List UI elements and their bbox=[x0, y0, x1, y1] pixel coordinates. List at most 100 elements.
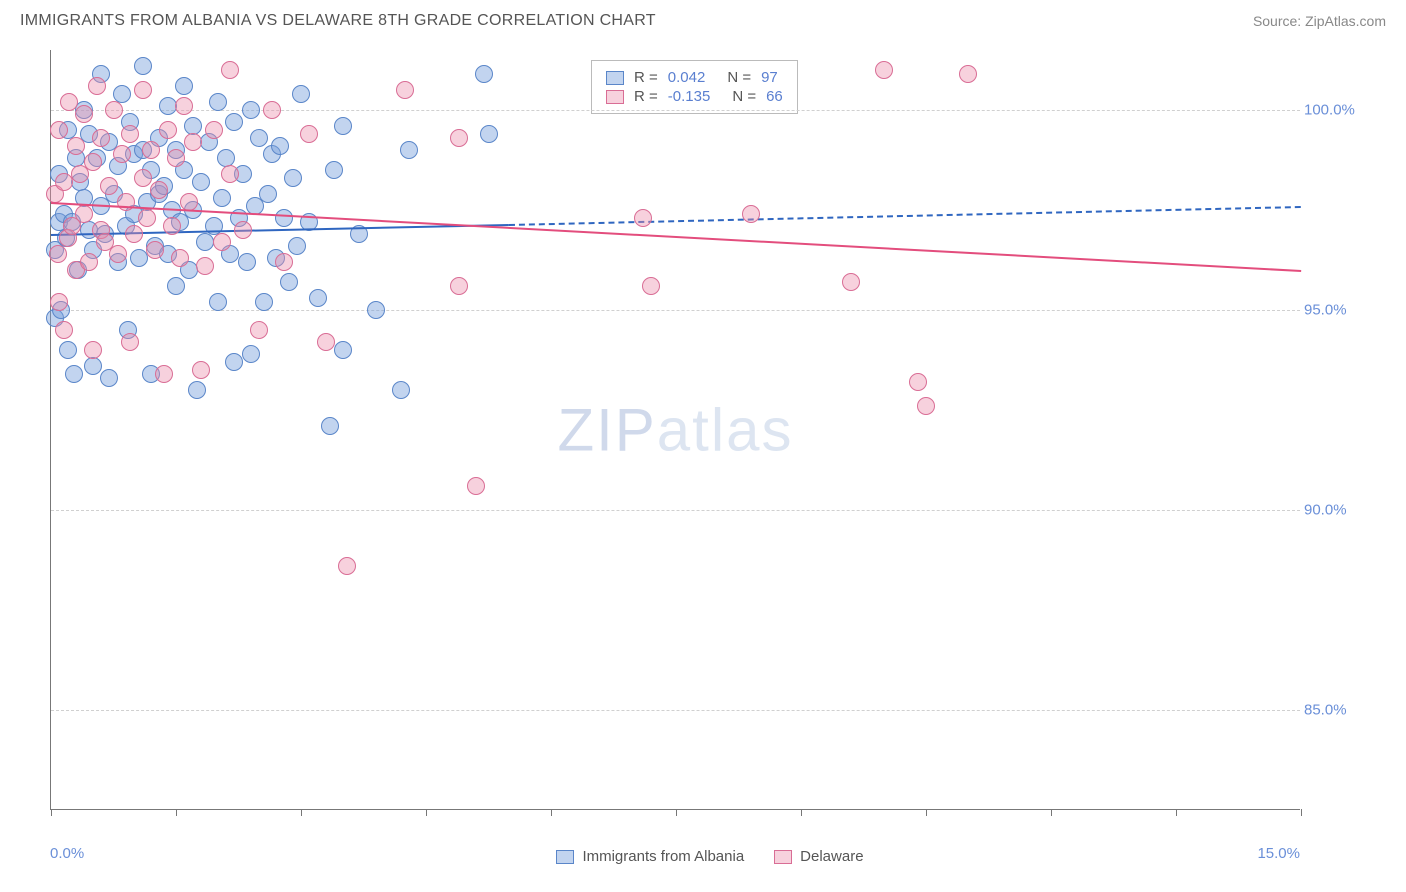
scatter-point bbox=[196, 233, 214, 251]
r-label: R = bbox=[634, 69, 658, 86]
scatter-point bbox=[175, 97, 193, 115]
legend-stats-box: R = 0.042N = 97R = -0.135N = 66 bbox=[591, 60, 798, 114]
x-tick bbox=[801, 809, 802, 816]
scatter-point bbox=[205, 121, 223, 139]
scatter-point bbox=[65, 365, 83, 383]
scatter-point bbox=[67, 137, 85, 155]
scatter-point bbox=[192, 173, 210, 191]
legend-stat-row: R = -0.135 N = 66 bbox=[606, 88, 783, 105]
scatter-point bbox=[242, 345, 260, 363]
scatter-point bbox=[259, 185, 277, 203]
scatter-point bbox=[138, 209, 156, 227]
scatter-point bbox=[300, 125, 318, 143]
scatter-point bbox=[321, 417, 339, 435]
scatter-point bbox=[334, 341, 352, 359]
legend-swatch bbox=[774, 850, 792, 864]
scatter-point bbox=[450, 129, 468, 147]
source-link[interactable]: ZipAtlas.com bbox=[1305, 13, 1386, 29]
scatter-point bbox=[59, 341, 77, 359]
scatter-point bbox=[184, 133, 202, 151]
scatter-point bbox=[242, 101, 260, 119]
scatter-point bbox=[309, 289, 327, 307]
legend-item: Immigrants from Albania bbox=[556, 848, 744, 865]
scatter-point bbox=[171, 249, 189, 267]
legend-swatch bbox=[556, 850, 574, 864]
scatter-point bbox=[875, 61, 893, 79]
scatter-point bbox=[400, 141, 418, 159]
x-tick bbox=[1176, 809, 1177, 816]
scatter-point bbox=[75, 105, 93, 123]
scatter-point bbox=[480, 125, 498, 143]
plot-area: ZIPatlas R = 0.042N = 97R = -0.135N = 66… bbox=[50, 50, 1300, 810]
x-tick bbox=[551, 809, 552, 816]
n-value: 66 bbox=[766, 88, 783, 105]
scatter-point bbox=[325, 161, 343, 179]
scatter-point bbox=[121, 333, 139, 351]
r-label: R = bbox=[634, 88, 658, 105]
scatter-point bbox=[634, 209, 652, 227]
scatter-point bbox=[467, 477, 485, 495]
legend-bottom: Immigrants from AlbaniaDelaware bbox=[50, 848, 1370, 865]
scatter-point bbox=[280, 273, 298, 291]
y-tick-label: 85.0% bbox=[1304, 702, 1364, 719]
scatter-point bbox=[250, 321, 268, 339]
scatter-point bbox=[196, 257, 214, 275]
gridline-h bbox=[51, 710, 1300, 711]
scatter-point bbox=[213, 189, 231, 207]
scatter-point bbox=[225, 353, 243, 371]
x-tick bbox=[1051, 809, 1052, 816]
scatter-point bbox=[392, 381, 410, 399]
scatter-point bbox=[100, 177, 118, 195]
legend-swatch bbox=[606, 90, 624, 104]
scatter-point bbox=[84, 357, 102, 375]
scatter-point bbox=[271, 137, 289, 155]
scatter-point bbox=[134, 81, 152, 99]
scatter-point bbox=[338, 557, 356, 575]
scatter-point bbox=[121, 125, 139, 143]
n-label: N = bbox=[732, 88, 756, 105]
y-tick-label: 95.0% bbox=[1304, 302, 1364, 319]
scatter-point bbox=[155, 365, 173, 383]
scatter-point bbox=[142, 141, 160, 159]
x-tick bbox=[926, 809, 927, 816]
scatter-point bbox=[55, 321, 73, 339]
gridline-h bbox=[51, 510, 1300, 511]
scatter-point bbox=[125, 225, 143, 243]
x-tick bbox=[51, 809, 52, 816]
legend-label: Immigrants from Albania bbox=[582, 848, 744, 865]
scatter-point bbox=[250, 129, 268, 147]
r-value: -0.135 bbox=[668, 88, 711, 105]
scatter-point bbox=[88, 77, 106, 95]
scatter-point bbox=[75, 205, 93, 223]
scatter-point bbox=[238, 253, 256, 271]
legend-stat-row: R = 0.042N = 97 bbox=[606, 69, 783, 86]
scatter-point bbox=[167, 149, 185, 167]
scatter-point bbox=[130, 249, 148, 267]
x-tick bbox=[301, 809, 302, 816]
scatter-point bbox=[113, 145, 131, 163]
scatter-point bbox=[49, 245, 67, 263]
scatter-point bbox=[275, 253, 293, 271]
scatter-point bbox=[80, 253, 98, 271]
scatter-point bbox=[334, 117, 352, 135]
y-tick-label: 100.0% bbox=[1304, 102, 1364, 119]
gridline-h bbox=[51, 110, 1300, 111]
scatter-point bbox=[909, 373, 927, 391]
scatter-point bbox=[55, 173, 73, 191]
y-tick-label: 90.0% bbox=[1304, 502, 1364, 519]
scatter-point bbox=[209, 93, 227, 111]
scatter-point bbox=[742, 205, 760, 223]
scatter-point bbox=[842, 273, 860, 291]
watermark: ZIPatlas bbox=[557, 395, 793, 464]
chart-container: 8th Grade ZIPatlas R = 0.042N = 97R = -0… bbox=[50, 50, 1370, 830]
scatter-point bbox=[188, 381, 206, 399]
n-label: N = bbox=[727, 69, 751, 86]
scatter-point bbox=[209, 293, 227, 311]
r-value: 0.042 bbox=[668, 69, 706, 86]
scatter-point bbox=[367, 301, 385, 319]
scatter-point bbox=[134, 169, 152, 187]
scatter-point bbox=[221, 165, 239, 183]
scatter-point bbox=[213, 233, 231, 251]
scatter-point bbox=[163, 217, 181, 235]
x-tick bbox=[176, 809, 177, 816]
